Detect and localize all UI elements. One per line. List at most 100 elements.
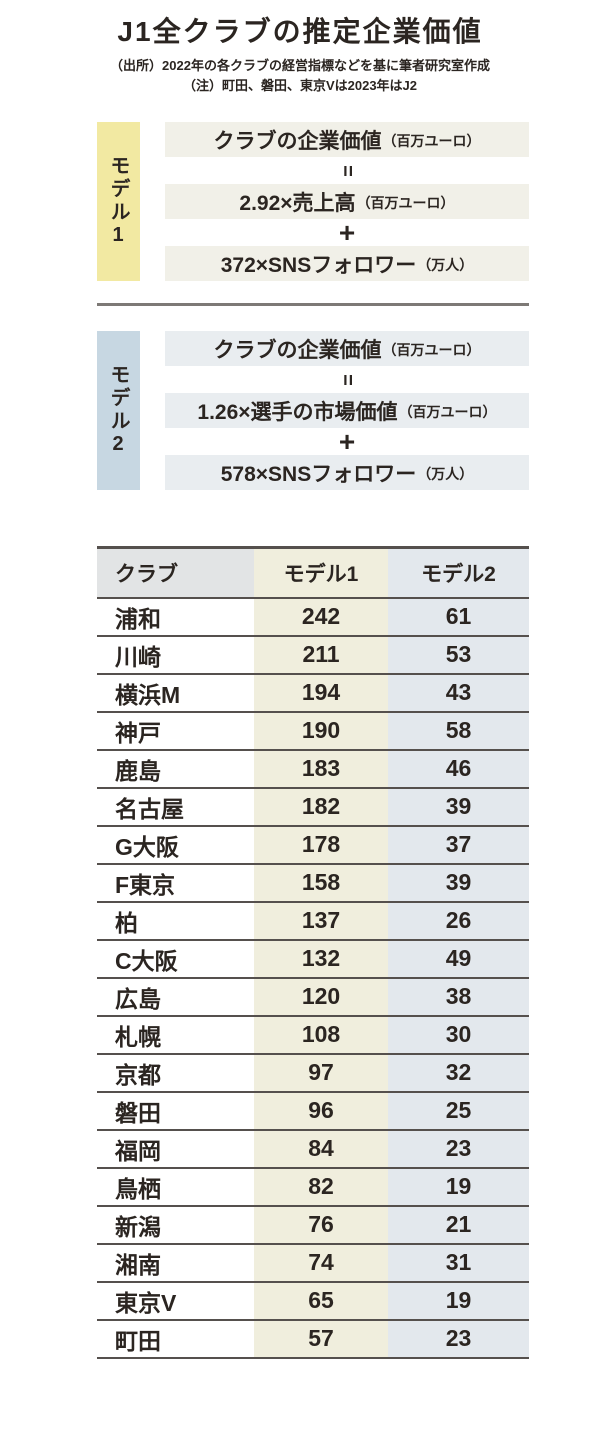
plus-sign: + [338,216,356,248]
formula-text: クラブの企業価値 [213,338,382,362]
table-row: C大阪 132 49 [97,939,529,978]
formula-text: 2.92×売上高 [239,191,356,215]
model2-value: 19 [388,1281,529,1320]
formula-operator: = [165,157,529,184]
model1-value: 211 [254,635,388,674]
model2-value: 19 [388,1167,529,1206]
section-divider [97,303,529,307]
table-row: 新潟 76 21 [97,1205,529,1244]
model1-value: 194 [254,673,388,712]
model2-value: 43 [388,673,529,712]
header-row: クラブ モデル1 モデル2 [97,547,529,598]
model-1-block: モデル1 クラブの企業価値 （百万ユーロ） = 2.92×売上高 （百万ユーロ） +372… [97,122,529,282]
model2-value: 25 [388,1091,529,1130]
formula-text: 578×SNSフォロワー [220,462,417,486]
table-row: 東京V 65 19 [97,1281,529,1320]
formula-unit: （百万ユーロ） [382,132,481,149]
table-row: 札幌 108 30 [97,1015,529,1054]
notes-block: （出所）2022年の各クラブの経営指標などを基に筆者研究室作成 （注）町田、磐田… [0,56,600,96]
club-cell: 札幌 [97,1015,254,1054]
model-2-formula: クラブの企業価値 （百万ユーロ） = 1.26×選手の市場価値 （百万ユーロ） +578×… [165,331,529,491]
model1-value: 65 [254,1281,388,1320]
plus-sign: + [338,425,356,457]
club-cell: 町田 [97,1319,254,1358]
model1-value: 190 [254,711,388,750]
model1-value: 120 [254,977,388,1016]
formula-operator: = [165,366,529,393]
formula-text: 372×SNSフォロワー [220,253,417,277]
column-header-club: クラブ [97,547,254,598]
table-row: 福岡 84 23 [97,1129,529,1168]
formula-unit: （百万ユーロ） [356,194,455,211]
formula-unit: （百万ユーロ） [382,341,481,358]
table-row: 名古屋 182 39 [97,787,529,826]
table-row: 磐田 96 25 [97,1091,529,1130]
model2-value: 49 [388,939,529,978]
formula-text: 1.26×選手の市場価値 [197,400,398,424]
club-cell: 京都 [97,1053,254,1092]
valuation-table: クラブ モデル1 モデル2 浦和 242 61 川崎 211 53 横浜M 194 43 神戸 19… [97,546,529,1359]
table-header: クラブ モデル1 モデル2 [97,547,529,598]
model1-value: 178 [254,825,388,864]
footnote: （注）町田、磐田、東京Vは2023年はJ2 [182,78,418,94]
model2-value: 23 [388,1129,529,1168]
model2-value: 30 [388,1015,529,1054]
model2-value: 37 [388,825,529,864]
formula-line: クラブの企業価値 （百万ユーロ） [165,331,529,367]
table-row: 浦和 242 61 [97,597,529,636]
table-row: 鳥栖 82 19 [97,1167,529,1206]
model1-value: 57 [254,1319,388,1358]
model1-value: 97 [254,1053,388,1092]
model1-value: 96 [254,1091,388,1130]
model2-value: 23 [388,1319,529,1358]
club-cell: 柏 [97,901,254,940]
model1-value: 108 [254,1015,388,1054]
source-note: （出所）2022年の各クラブの経営指標などを基に筆者研究室作成 [110,58,490,73]
model1-value: 84 [254,1129,388,1168]
column-header-model2: モデル2 [388,547,529,598]
formula-unit: （万人） [417,465,474,482]
table-row: 川崎 211 53 [97,635,529,674]
formula-line: クラブの企業価値 （百万ユーロ） [165,122,529,158]
model2-value: 38 [388,977,529,1016]
infographic-page: J1全クラブの推定企業価値 （出所）2022年の各クラブの経営指標などを基に筆者… [0,14,600,1433]
model2-value: 32 [388,1053,529,1092]
table-row: 広島 120 38 [97,977,529,1016]
model2-value: 46 [388,749,529,788]
model2-value: 61 [388,597,529,636]
club-cell: C大阪 [97,939,254,978]
table-row: 鹿島 183 46 [97,749,529,788]
table-body: 浦和 242 61 川崎 211 53 横浜M 194 43 神戸 190 58 鹿島 183 46 名古屋 1… [97,597,529,1358]
table-row: 町田 57 23 [97,1319,529,1358]
club-cell: 横浜M [97,673,254,712]
model1-value: 76 [254,1205,388,1244]
table-row: G大阪 178 37 [97,825,529,864]
club-cell: 広島 [97,977,254,1016]
valuation-table-wrap: クラブ モデル1 モデル2 浦和 242 61 川崎 211 53 横浜M 194 43 神戸 19… [97,546,529,1359]
club-cell: 浦和 [97,597,254,636]
model1-value: 158 [254,863,388,902]
model1-value: 82 [254,1167,388,1206]
formula-text: クラブの企業価値 [213,129,382,153]
model-2-label: モデル2 [97,331,140,491]
model-1-formula: クラブの企業価値 （百万ユーロ） = 2.92×売上高 （百万ユーロ） +372×SNSフ… [165,122,529,282]
club-cell: G大阪 [97,825,254,864]
table-row: 神戸 190 58 [97,711,529,750]
formula-unit: （百万ユーロ） [398,403,497,420]
table-row: 湘南 74 31 [97,1243,529,1282]
column-header-model1: モデル1 [254,547,388,598]
model2-value: 26 [388,901,529,940]
club-cell: F東京 [97,863,254,902]
club-cell: 鳥栖 [97,1167,254,1206]
club-cell: 川崎 [97,635,254,674]
table-row: 京都 97 32 [97,1053,529,1092]
model2-value: 39 [388,863,529,902]
model2-value: 21 [388,1205,529,1244]
model2-value: 39 [388,787,529,826]
model1-value: 183 [254,749,388,788]
formula-line: 2.92×売上高 （百万ユーロ） [165,184,529,220]
model1-value: 74 [254,1243,388,1282]
formula-line: 578×SNSフォロワー （万人） [165,455,529,491]
formula-operator: + [165,216,529,248]
equals-sign: = [336,164,358,177]
